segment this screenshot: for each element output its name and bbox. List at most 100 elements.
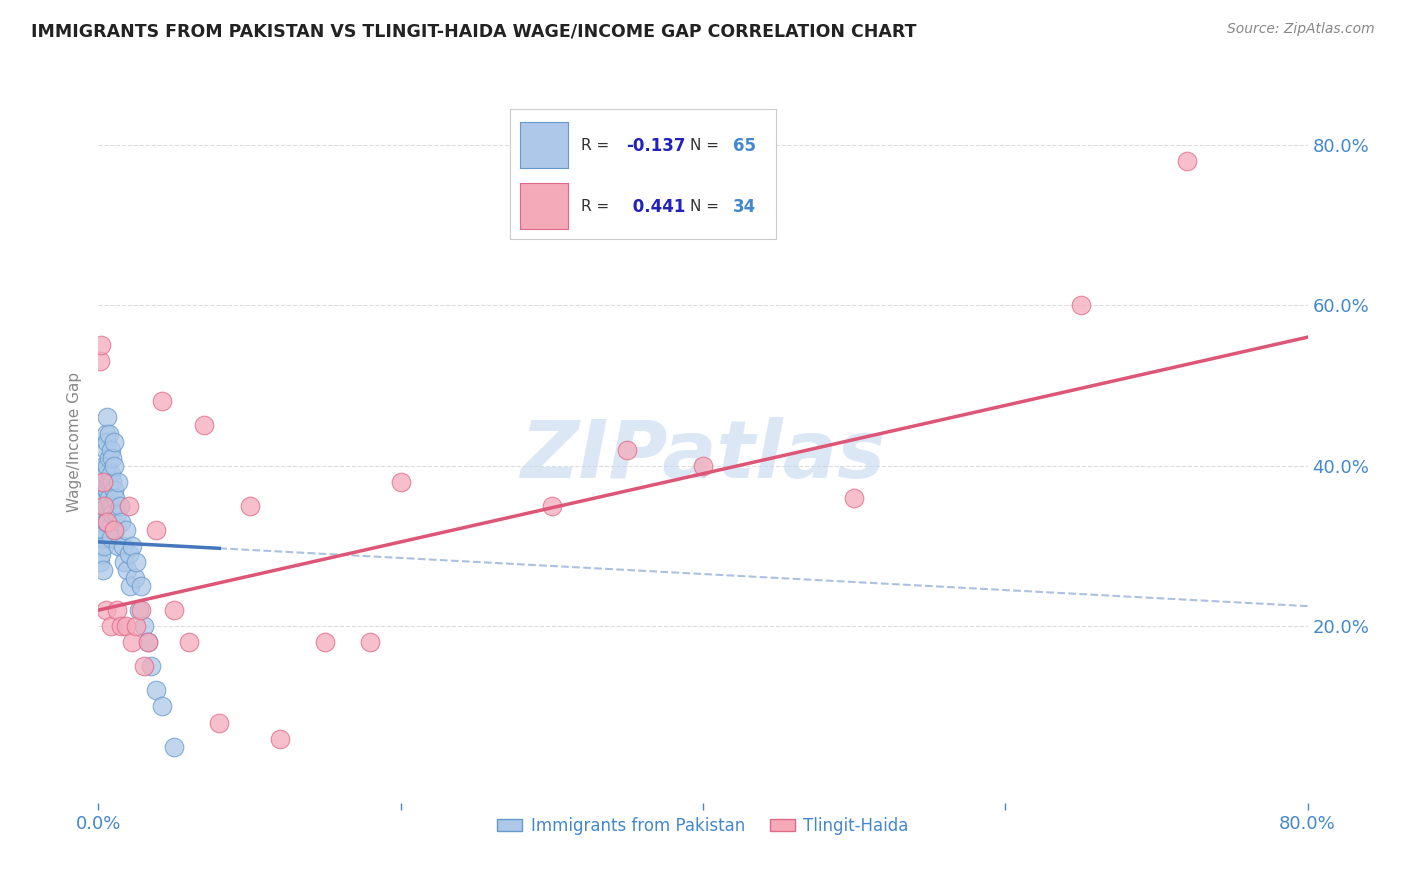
Point: [90, 483, 112, 497]
Point: [128, 603, 150, 617]
Point: [115, 563, 138, 577]
Point: [90, 338, 112, 352]
Point: [121, 539, 143, 553]
Point: [101, 450, 124, 465]
Point: [103, 483, 125, 497]
Point: [124, 571, 146, 585]
Point: [91, 563, 114, 577]
Point: [692, 458, 714, 473]
Point: [93, 475, 115, 489]
Point: [145, 523, 167, 537]
Point: [103, 458, 125, 473]
Text: IMMIGRANTS FROM PAKISTAN VS TLINGIT-HAIDA WAGE/INCOME GAP CORRELATION CHART: IMMIGRANTS FROM PAKISTAN VS TLINGIT-HAID…: [31, 22, 917, 40]
Point: [114, 619, 136, 633]
Point: [118, 547, 141, 561]
Point: [96, 515, 118, 529]
Point: [314, 635, 336, 649]
Point: [114, 523, 136, 537]
Point: [98, 450, 121, 465]
Point: [103, 523, 125, 537]
Point: [125, 619, 148, 633]
Point: [105, 507, 128, 521]
Point: [96, 499, 118, 513]
Point: [239, 499, 262, 513]
Point: [844, 491, 866, 505]
Point: [129, 579, 152, 593]
Point: [94, 491, 117, 505]
Point: [93, 499, 115, 513]
Point: [136, 635, 159, 649]
Point: [107, 539, 129, 553]
Point: [111, 539, 134, 553]
Point: [104, 491, 127, 505]
Point: [1070, 298, 1092, 312]
Point: [100, 467, 122, 481]
Point: [90, 499, 112, 513]
Point: [103, 434, 125, 449]
Point: [89, 555, 111, 569]
Point: [91, 475, 114, 489]
Point: [93, 458, 115, 473]
Point: [100, 442, 122, 457]
Point: [101, 475, 124, 489]
Point: [96, 410, 118, 425]
Point: [121, 635, 143, 649]
Point: [94, 467, 117, 481]
Point: [89, 354, 111, 368]
Point: [105, 603, 128, 617]
Point: [91, 491, 114, 505]
Y-axis label: Wage/Income Gap: Wage/Income Gap: [67, 371, 83, 512]
Point: [93, 499, 115, 513]
Point: [193, 418, 215, 433]
Point: [118, 499, 141, 513]
Point: [94, 442, 117, 457]
Point: [141, 659, 163, 673]
Point: [101, 507, 124, 521]
Point: [125, 555, 148, 569]
Point: [616, 442, 638, 457]
Point: [100, 619, 122, 633]
Point: [89, 515, 111, 529]
Point: [145, 683, 167, 698]
Point: [98, 491, 121, 505]
Point: [110, 515, 132, 529]
Point: [179, 635, 201, 649]
Point: [94, 515, 117, 529]
Point: [132, 659, 155, 673]
Point: [89, 539, 111, 553]
Point: [389, 475, 412, 489]
Point: [96, 458, 118, 473]
Point: [90, 547, 112, 561]
Point: [94, 426, 117, 441]
Point: [269, 731, 291, 746]
Point: [360, 635, 382, 649]
Point: [104, 523, 127, 537]
Point: [163, 603, 186, 617]
Point: [540, 499, 562, 513]
Point: [1175, 153, 1198, 168]
Point: [98, 426, 121, 441]
Point: [208, 715, 231, 730]
Point: [91, 475, 114, 489]
Text: ZIPatlas: ZIPatlas: [520, 417, 886, 495]
Point: [93, 523, 115, 537]
Point: [90, 523, 112, 537]
Point: [98, 475, 121, 489]
Point: [107, 475, 129, 489]
Point: [96, 434, 118, 449]
Point: [163, 739, 186, 754]
Point: [120, 579, 142, 593]
Point: [112, 555, 135, 569]
Point: [129, 603, 152, 617]
Point: [94, 603, 117, 617]
Point: [91, 531, 114, 545]
Point: [110, 619, 132, 633]
Point: [91, 507, 114, 521]
Text: Source: ZipAtlas.com: Source: ZipAtlas.com: [1227, 22, 1375, 37]
Point: [136, 635, 159, 649]
Legend: Immigrants from Pakistan, Tlingit-Haida: Immigrants from Pakistan, Tlingit-Haida: [491, 810, 915, 841]
Point: [150, 699, 173, 714]
Point: [132, 619, 155, 633]
Point: [93, 539, 115, 553]
Point: [100, 531, 122, 545]
